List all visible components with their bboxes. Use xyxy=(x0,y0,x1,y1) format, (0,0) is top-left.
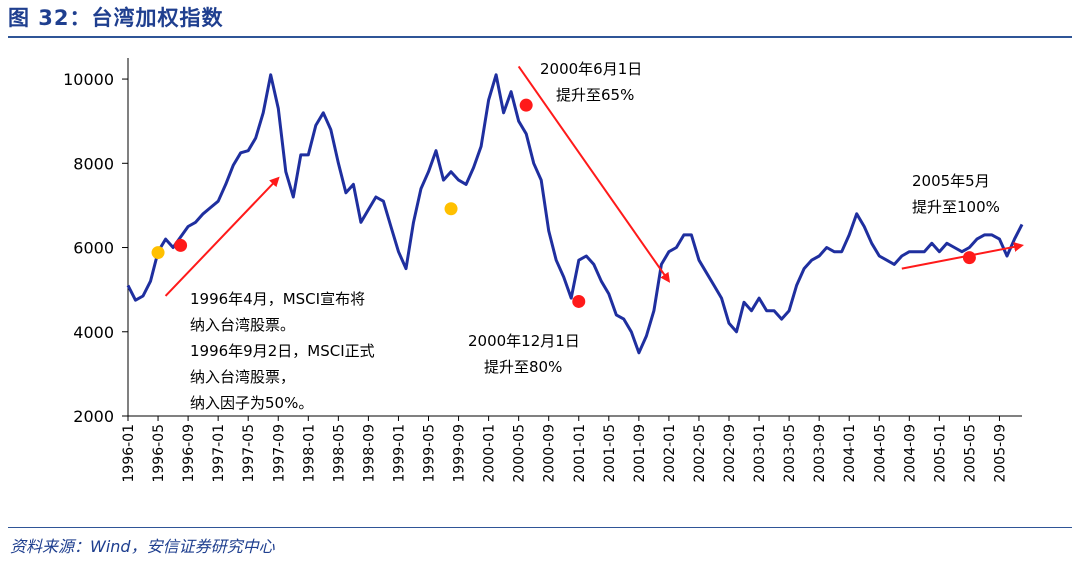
annotation-1996-line-1: 1996年4月，MSCI宣布将 xyxy=(190,290,365,308)
x-tick-label: 2001-05 xyxy=(602,424,618,483)
x-tick-label: 1997-09 xyxy=(271,424,287,483)
x-tick-label: 1999-05 xyxy=(422,424,438,483)
annotation-arrows xyxy=(164,65,1024,297)
y-tick-label: 4000 xyxy=(73,323,114,342)
x-tick-label: 1999-01 xyxy=(391,424,407,483)
x-ticks: 1996-01 1996-05 1996-09 1997-01 1997-05 1997-… xyxy=(121,416,1008,483)
x-tick-label: 1998-05 xyxy=(331,424,347,483)
y-tick-label: 6000 xyxy=(73,239,114,258)
annotation-arrow xyxy=(164,176,280,297)
annotation-arrow xyxy=(901,242,1024,270)
x-tick-label: 1996-05 xyxy=(151,424,167,483)
annotation-arrow xyxy=(517,65,671,283)
x-tick-label: 2003-05 xyxy=(782,424,798,483)
annotation-2000-12-line-2: 提升至80% xyxy=(484,358,562,376)
x-tick-label: 2004-01 xyxy=(842,424,858,483)
x-tick-label: 2004-05 xyxy=(872,424,888,483)
chart-axes xyxy=(127,58,1022,417)
series-line xyxy=(126,73,1024,355)
event-marker xyxy=(962,251,976,265)
x-tick-label: 1996-09 xyxy=(181,424,197,483)
annotation-2000-06-line-1: 2000年6月1日 xyxy=(540,60,642,78)
x-tick-label: 2005-09 xyxy=(992,424,1008,483)
annotation-1996-line-5: 纳入因子为50%。 xyxy=(190,394,313,412)
annotation-1996-line-4: 纳入台湾股票， xyxy=(190,368,295,386)
y-tick-label: 10000 xyxy=(63,70,114,89)
x-tick-label: 1997-05 xyxy=(241,424,257,483)
x-tick-label: 2002-05 xyxy=(692,424,708,483)
event-marker xyxy=(444,202,458,216)
x-tick-label: 2000-01 xyxy=(482,424,498,483)
x-tick-label: 2005-05 xyxy=(962,424,978,483)
x-tick-label: 1999-09 xyxy=(452,424,468,483)
x-tick-label: 1998-01 xyxy=(301,424,317,483)
x-tick-label: 2003-09 xyxy=(812,424,828,483)
x-tick-label: 2005-01 xyxy=(932,424,948,483)
event-markers xyxy=(151,98,976,308)
x-tick-label: 2002-01 xyxy=(662,424,678,483)
event-marker xyxy=(174,238,188,252)
title-divider xyxy=(8,36,1072,38)
x-tick-label: 2004-09 xyxy=(902,424,918,483)
x-tick-label: 2000-05 xyxy=(512,424,528,483)
x-tick-label: 2001-09 xyxy=(632,424,648,483)
event-marker xyxy=(151,246,165,260)
annotation-2000-06-line-2: 提升至65% xyxy=(556,86,634,104)
x-tick-label: 2002-09 xyxy=(722,424,738,483)
annotation-2005-05-line-2: 提升至100% xyxy=(912,198,1000,216)
event-marker xyxy=(572,294,586,308)
x-tick-label: 2000-09 xyxy=(542,424,558,483)
figure-title: 图 32：台湾加权指数 xyxy=(8,6,224,30)
source-divider xyxy=(8,527,1072,528)
x-tick-label: 2003-01 xyxy=(752,424,768,483)
y-tick-label: 2000 xyxy=(73,407,114,426)
annotation-1996-line-2: 纳入台湾股票。 xyxy=(190,316,295,334)
x-tick-label: 2001-01 xyxy=(572,424,588,483)
y-tick-label: 8000 xyxy=(73,154,114,173)
source-note: 资料来源：Wind，安信证券研究中心 xyxy=(10,537,275,556)
x-tick-label: 1998-09 xyxy=(361,424,377,483)
x-tick-label: 1996-01 xyxy=(121,424,137,483)
event-marker xyxy=(519,98,533,112)
x-tick-label: 1997-01 xyxy=(211,424,227,483)
y-ticks: 2000 4000 6000 8000 10000 xyxy=(63,70,128,426)
annotation-2005-05-line-1: 2005年5月 xyxy=(912,172,990,190)
annotation-1996-line-3: 1996年9月2日，MSCI正式 xyxy=(190,342,375,360)
annotation-2000-12-line-1: 2000年12月1日 xyxy=(468,332,580,350)
